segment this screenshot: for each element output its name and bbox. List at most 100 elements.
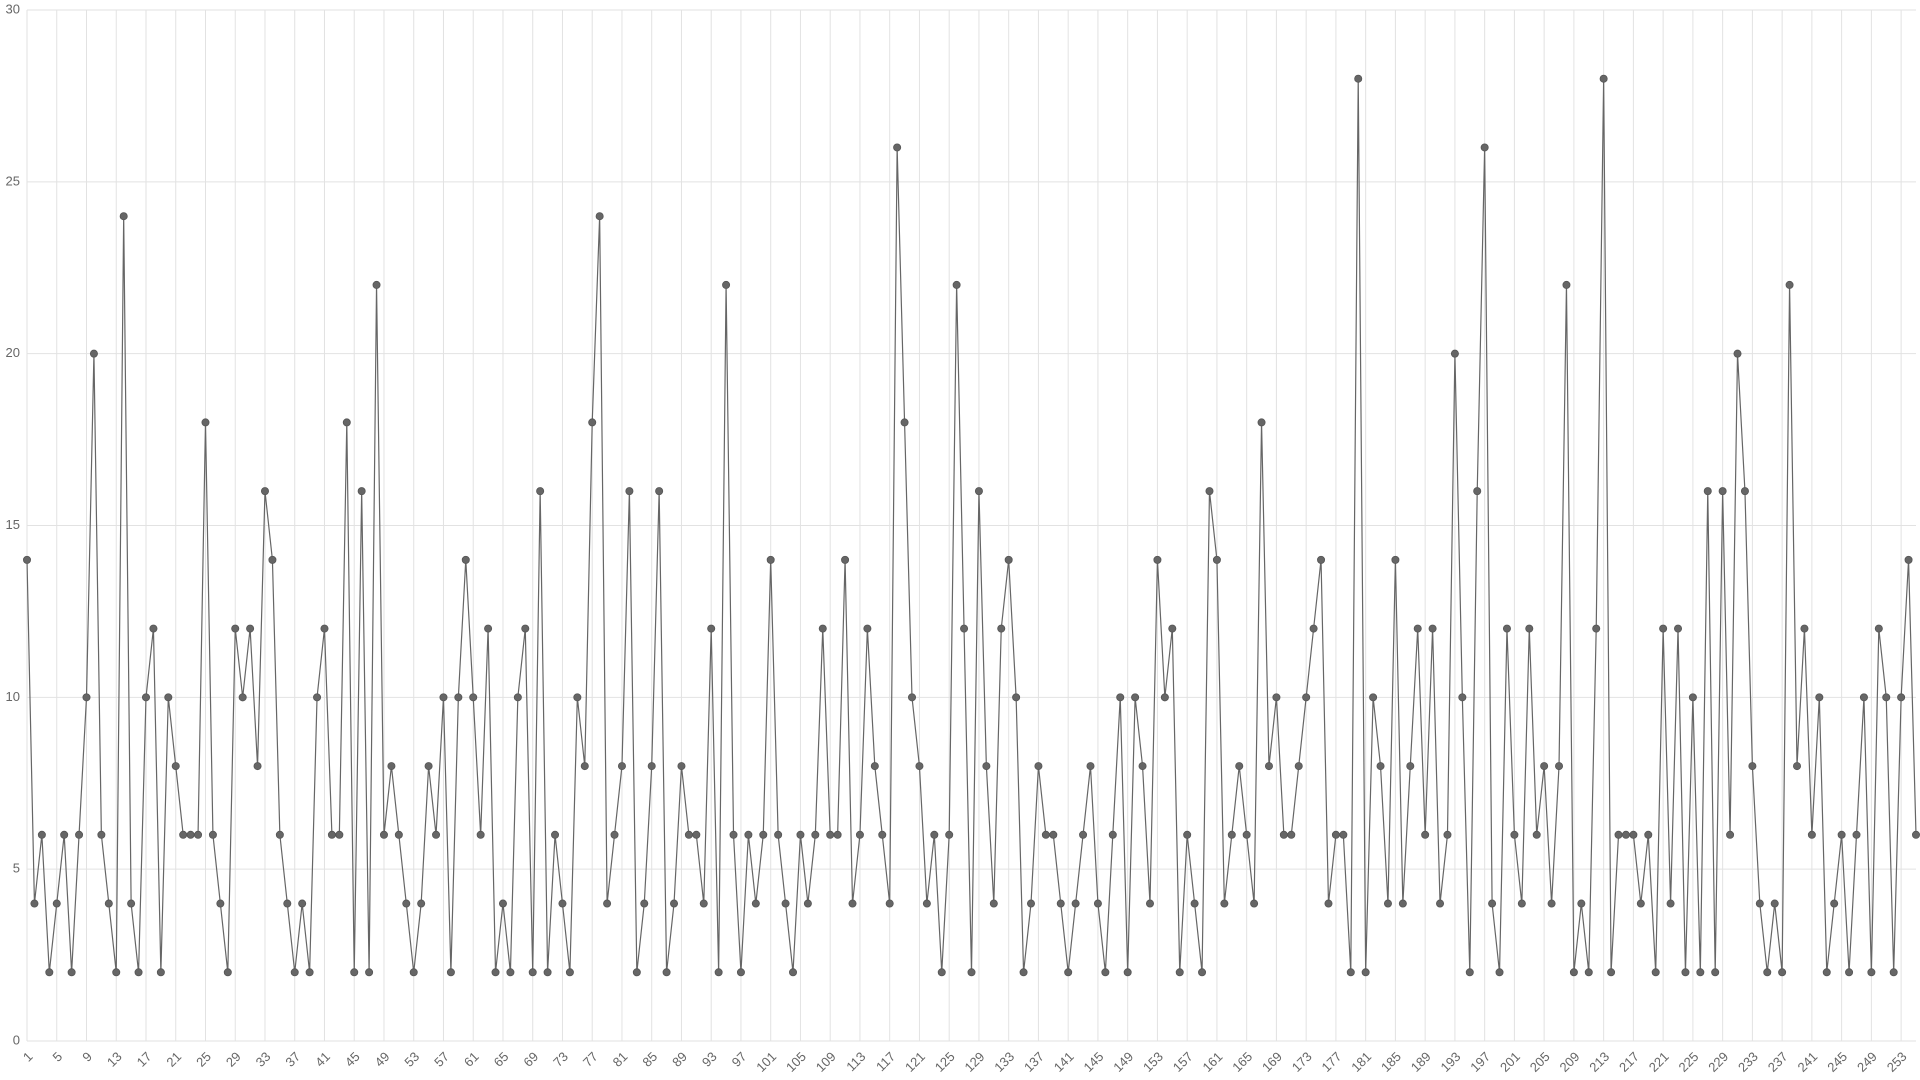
y-tick-label: 5 [13, 861, 20, 876]
x-tick-label: 221 [1646, 1049, 1672, 1075]
data-point [1034, 762, 1043, 771]
x-tick-label: 189 [1408, 1049, 1434, 1075]
data-point [1205, 487, 1214, 496]
x-tick-label: 9 [79, 1049, 95, 1065]
x-tick-label: 121 [902, 1049, 928, 1075]
data-point [632, 968, 641, 977]
data-point [1079, 830, 1088, 839]
data-point [417, 899, 426, 908]
data-point [580, 762, 589, 771]
x-tick-label: 241 [1794, 1049, 1820, 1075]
data-point [97, 830, 106, 839]
data-point [1168, 624, 1177, 633]
data-point [156, 968, 165, 977]
data-point [1718, 487, 1727, 496]
x-tick-label: 57 [431, 1049, 452, 1070]
data-point [1108, 830, 1117, 839]
data-point [1331, 830, 1340, 839]
data-point [238, 693, 247, 702]
x-tick-label: 181 [1348, 1049, 1374, 1075]
data-point [908, 693, 917, 702]
data-point [1711, 968, 1720, 977]
data-point [45, 968, 54, 977]
data-point [506, 968, 515, 977]
data-point [1800, 624, 1809, 633]
data-point [1220, 899, 1229, 908]
data-point [1837, 830, 1846, 839]
data-point [1629, 830, 1638, 839]
data-point [1651, 968, 1660, 977]
data-point [1428, 624, 1437, 633]
data-point [1250, 899, 1259, 908]
data-point [1584, 968, 1593, 977]
x-tick-label: 161 [1200, 1049, 1226, 1075]
data-point [498, 899, 507, 908]
data-point [1317, 555, 1326, 564]
data-point [1785, 280, 1794, 289]
data-point [1755, 899, 1764, 908]
x-tick-label: 141 [1051, 1049, 1077, 1075]
data-point [1242, 830, 1251, 839]
data-point [744, 830, 753, 839]
x-tick-label: 33 [253, 1049, 274, 1070]
data-point [1443, 830, 1452, 839]
x-tick-label: 49 [372, 1049, 393, 1070]
x-tick-label: 133 [991, 1049, 1017, 1075]
x-tick-label: 213 [1586, 1049, 1612, 1075]
data-point [1517, 899, 1526, 908]
data-point [1101, 968, 1110, 977]
y-tick-label: 20 [6, 345, 20, 360]
x-tick-label: 205 [1527, 1049, 1553, 1075]
x-tick-label: 105 [783, 1049, 809, 1075]
data-point [1339, 830, 1348, 839]
data-point [818, 624, 827, 633]
data-point [387, 762, 396, 771]
data-point [75, 830, 84, 839]
data-point [1889, 968, 1898, 977]
data-point [484, 624, 493, 633]
data-point [439, 693, 448, 702]
x-tick-label: 197 [1467, 1049, 1493, 1075]
data-point [476, 830, 485, 839]
x-tick-label: 93 [699, 1049, 720, 1070]
data-point [1309, 624, 1318, 633]
data-point [1198, 968, 1207, 977]
x-tick-label: 89 [669, 1049, 690, 1070]
data-point [610, 830, 619, 839]
data-point [1495, 968, 1504, 977]
data-point [37, 830, 46, 839]
data-point [179, 830, 188, 839]
data-point [543, 968, 552, 977]
data-point [826, 830, 835, 839]
x-tick-label: 73 [550, 1049, 571, 1070]
data-point [1145, 899, 1154, 908]
data-point [1086, 762, 1095, 771]
data-point [1636, 899, 1645, 908]
data-point [141, 693, 150, 702]
data-point [870, 762, 879, 771]
data-point [1346, 968, 1355, 977]
data-point [699, 899, 708, 908]
data-point [402, 899, 411, 908]
data-point [513, 693, 522, 702]
data-point [491, 968, 500, 977]
data-point [915, 762, 924, 771]
data-point [528, 968, 537, 977]
data-point [394, 830, 403, 839]
data-point [1071, 899, 1080, 908]
data-point [1562, 280, 1571, 289]
data-point [997, 624, 1006, 633]
data-point [1845, 968, 1854, 977]
data-point [201, 418, 210, 427]
x-tick-label: 125 [932, 1049, 958, 1075]
x-tick-label: 25 [193, 1049, 214, 1070]
data-point [1614, 830, 1623, 839]
x-tick-label: 137 [1021, 1049, 1047, 1075]
data-point [736, 968, 745, 977]
data-point [878, 830, 887, 839]
data-point [781, 899, 790, 908]
data-point [1904, 555, 1913, 564]
data-point [989, 899, 998, 908]
data-point [848, 899, 857, 908]
data-point [1703, 487, 1712, 496]
